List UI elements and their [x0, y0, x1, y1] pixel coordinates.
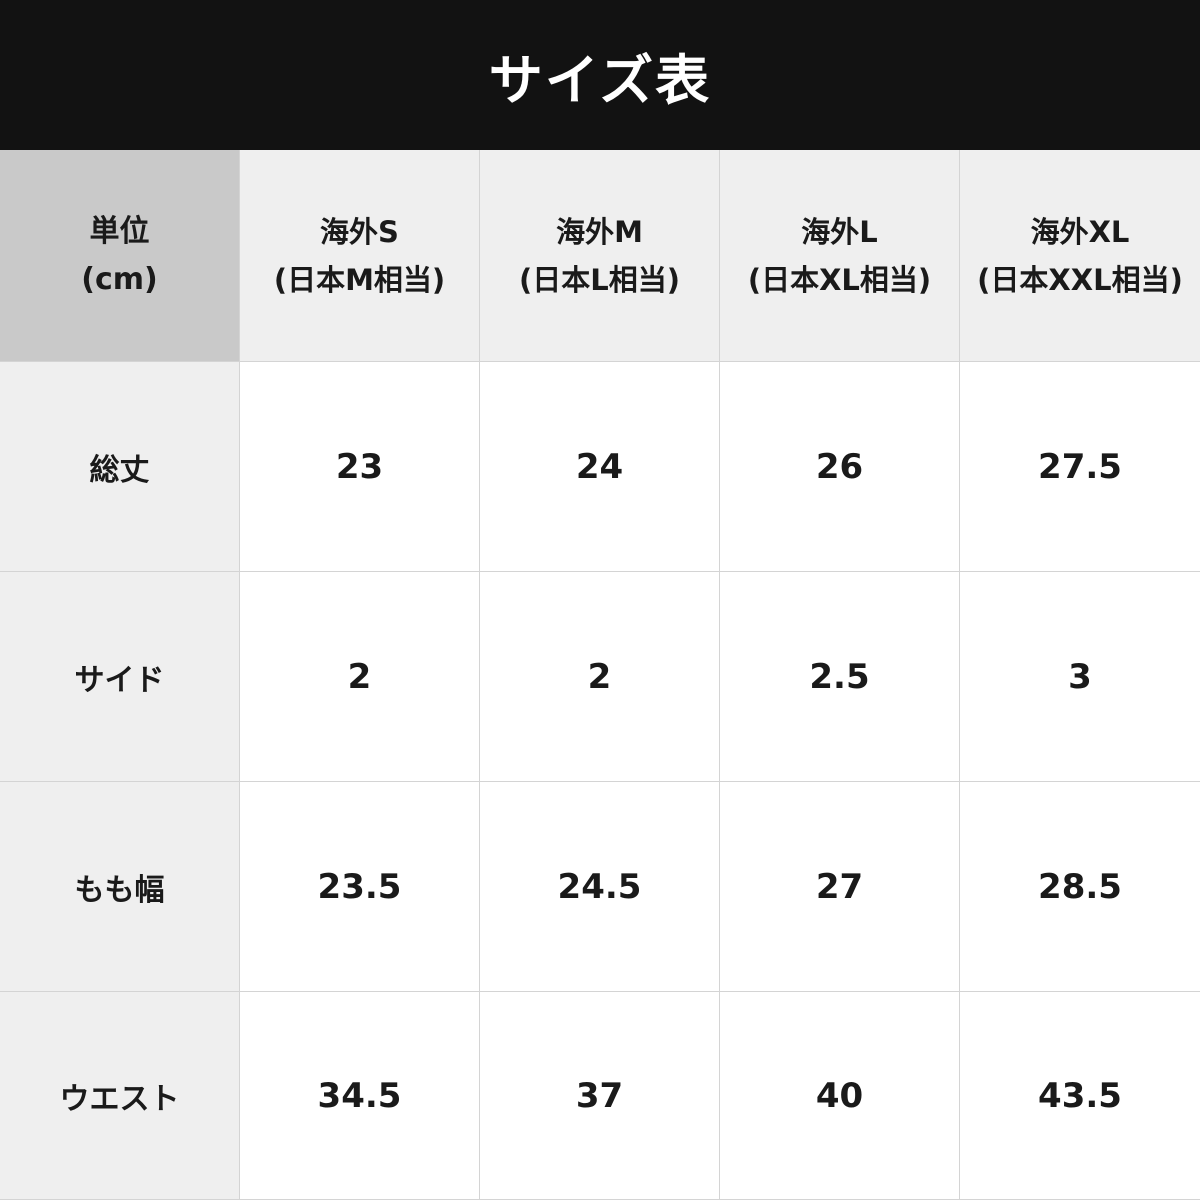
unit-header-cell: 単位 (cm): [0, 150, 240, 362]
column-header: 海外M (日本L相当): [480, 150, 720, 362]
table-cell: 40: [720, 992, 960, 1200]
table-cell: 26: [720, 362, 960, 572]
table-cell: 24.5: [480, 782, 720, 992]
table-cell: 3: [960, 572, 1200, 782]
column-equivalent: (日本XXL相当): [977, 262, 1183, 297]
table-cell: 23.5: [240, 782, 480, 992]
table-cell: 23: [240, 362, 480, 572]
table-cell: 27: [720, 782, 960, 992]
table-cell: 2: [240, 572, 480, 782]
table-cell: 24: [480, 362, 720, 572]
size-table: 単位 (cm) 海外S (日本M相当) 海外M (日本L相当) 海外L (日本XL相当…: [0, 150, 1200, 1200]
row-header: ウエスト: [0, 992, 240, 1200]
row-header: サイド: [0, 572, 240, 782]
table-cell: 2: [480, 572, 720, 782]
table-cell: 2.5: [720, 572, 960, 782]
unit-value: (cm): [81, 261, 158, 297]
column-size: 海外L: [801, 214, 878, 249]
table-cell: 37: [480, 992, 720, 1200]
table-cell: 34.5: [240, 992, 480, 1200]
column-equivalent: (日本M相当): [273, 262, 446, 297]
column-equivalent: (日本XL相当): [747, 262, 932, 297]
table-cell: 28.5: [960, 782, 1200, 992]
column-header: 海外S (日本M相当): [240, 150, 480, 362]
table-cell: 27.5: [960, 362, 1200, 572]
column-size: 海外M: [556, 214, 643, 249]
column-size: 海外XL: [1030, 214, 1130, 249]
column-header: 海外XL (日本XXL相当): [960, 150, 1200, 362]
table-cell: 43.5: [960, 992, 1200, 1200]
column-equivalent: (日本L相当): [519, 262, 680, 297]
row-header: もも幅: [0, 782, 240, 992]
column-header: 海外L (日本XL相当): [720, 150, 960, 362]
column-size: 海外S: [320, 214, 399, 249]
page-title: サイズ表: [0, 0, 1200, 150]
row-header: 総丈: [0, 362, 240, 572]
unit-label: 単位: [89, 213, 150, 249]
